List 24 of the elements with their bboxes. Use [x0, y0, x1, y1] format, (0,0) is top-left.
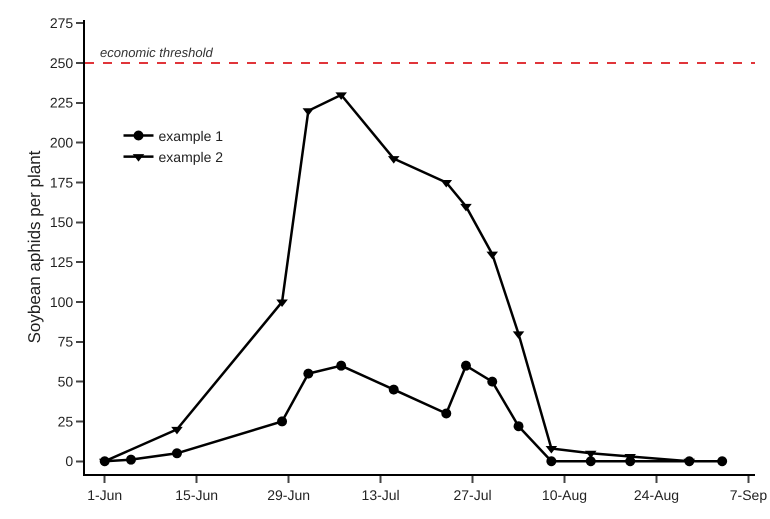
legend-label: example 1 [158, 128, 224, 144]
x-tick-label: 1-Jun [87, 486, 122, 503]
y-tick-label: 225 [50, 94, 74, 111]
ref-line-label: economic threshold [100, 45, 214, 60]
y-tick-label: 75 [58, 334, 74, 350]
x-tick-label: 24-Aug [634, 486, 680, 503]
y-tick-label: 175 [50, 174, 74, 190]
y-tick-label: 250 [50, 54, 74, 71]
x-tick-label: 27-Jul [453, 486, 492, 503]
y-tick-label: 150 [50, 214, 74, 230]
y-tick-label: 25 [58, 413, 74, 430]
y-tick-label: 100 [50, 294, 74, 310]
y-axis-title: Soybean aphids per plant [25, 150, 44, 344]
y-tick-label: 200 [50, 134, 74, 151]
x-tick-label: 10-Aug [542, 486, 588, 503]
y-tick-label: 50 [58, 374, 74, 390]
y-tick-label: 0 [65, 453, 74, 470]
y-tick-label: 275 [50, 15, 74, 32]
x-tick-label: 13-Jul [362, 486, 400, 503]
x-tick-label: 7-Sep [730, 486, 768, 503]
y-tick-label: 125 [50, 254, 74, 270]
x-tick-label: 29-Jun [267, 486, 310, 503]
legend-label: example 2 [158, 149, 224, 166]
x-tick-label: 15-Jun [175, 486, 218, 503]
